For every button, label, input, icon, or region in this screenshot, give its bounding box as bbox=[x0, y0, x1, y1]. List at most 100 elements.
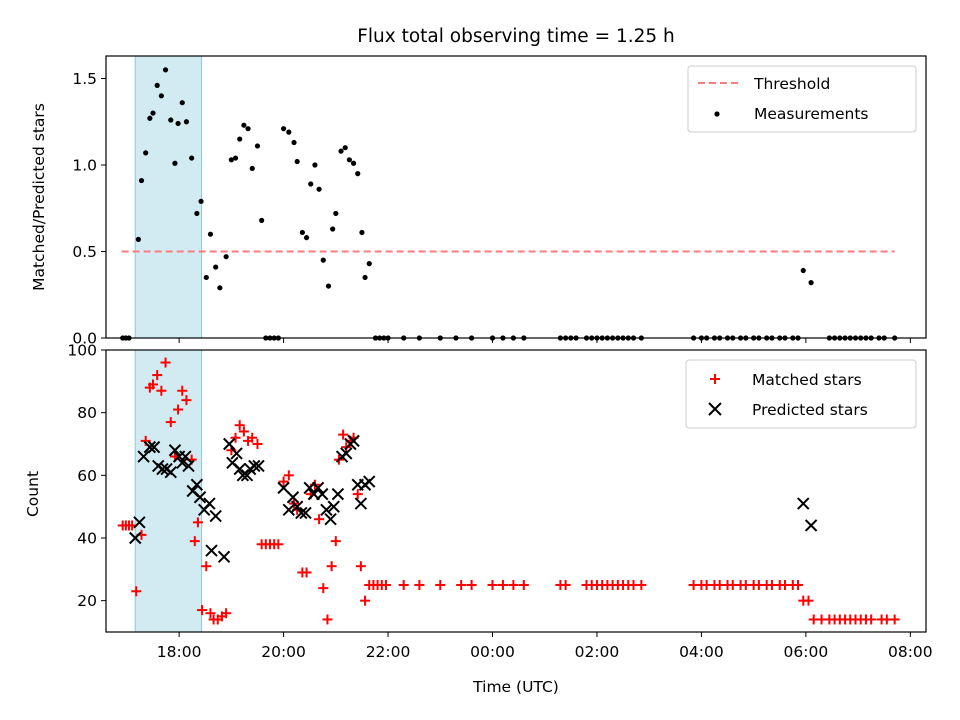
matched-star-point bbox=[165, 417, 176, 428]
predicted-star-point bbox=[277, 481, 290, 495]
matched-star-point bbox=[273, 539, 284, 550]
matched-star-point bbox=[456, 580, 467, 590]
x-tick-label: 18:00 bbox=[157, 643, 202, 661]
legend-threshold-label: Threshold bbox=[753, 75, 830, 93]
measurement-point bbox=[154, 82, 160, 89]
matched-star-point bbox=[238, 426, 249, 437]
legend-predicted-swatch bbox=[708, 402, 722, 416]
legend-measurements-label: Measurements bbox=[754, 105, 869, 123]
measurement-point bbox=[330, 226, 336, 232]
matched-star-point bbox=[314, 514, 325, 525]
measurement-point bbox=[312, 162, 318, 168]
matched-star-point bbox=[866, 614, 877, 625]
top-y-tick-label: 0.0 bbox=[72, 330, 97, 348]
matched-star-point bbox=[326, 561, 337, 572]
top-y-axis-label: Matched/Predicted stars bbox=[30, 103, 48, 291]
matched-star-point bbox=[197, 605, 208, 616]
matched-star-point bbox=[177, 385, 188, 396]
predicted-star-point bbox=[324, 512, 337, 526]
bottom-y-tick-label: 100 bbox=[67, 342, 97, 360]
measurement-point bbox=[175, 120, 181, 127]
x-tick-label: 02:00 bbox=[575, 643, 620, 661]
bottom-y-tick-label: 80 bbox=[77, 404, 97, 422]
measurement-point bbox=[241, 122, 247, 128]
top-legend-box bbox=[687, 65, 917, 133]
matched-star-point bbox=[205, 608, 216, 619]
measurement-point bbox=[355, 171, 361, 177]
measurement-point bbox=[320, 257, 326, 263]
matched-star-point bbox=[330, 536, 341, 547]
predicted-star-point bbox=[205, 544, 218, 557]
measurement-point bbox=[207, 231, 214, 237]
predicted-star-point bbox=[340, 447, 353, 460]
measurement-point bbox=[291, 139, 297, 146]
chart-title: Flux total observing time = 1.25 h bbox=[357, 26, 675, 47]
bottom-y-axis-label: Count bbox=[24, 471, 42, 517]
matched-star-point bbox=[793, 580, 804, 590]
predicted-star-point bbox=[147, 440, 161, 454]
matched-star-point bbox=[247, 432, 258, 443]
x-axis-label: Time (UTC) bbox=[472, 678, 559, 696]
predicted-star-point bbox=[299, 506, 312, 520]
predicted-star-point bbox=[316, 487, 329, 501]
bottom-plot-area bbox=[117, 350, 900, 632]
measurement-point bbox=[259, 217, 265, 223]
predicted-star-point bbox=[311, 481, 325, 495]
matched-star-point bbox=[201, 561, 212, 572]
measurement-point bbox=[183, 119, 190, 125]
measurement-point bbox=[245, 126, 251, 132]
bottom-axes-frame bbox=[105, 349, 927, 633]
matched-star-point bbox=[497, 580, 508, 590]
matched-star-point bbox=[355, 561, 366, 572]
predicted-star-point bbox=[248, 459, 261, 473]
predicted-star-point bbox=[182, 459, 195, 473]
matched-star-point bbox=[192, 517, 203, 528]
top-y-tick-label: 1.0 bbox=[72, 156, 97, 174]
predicted-star-point bbox=[230, 447, 243, 460]
matched-star-point bbox=[636, 580, 647, 590]
predicted-star-point bbox=[133, 516, 146, 529]
matched-star-point bbox=[278, 476, 289, 487]
measurement-point bbox=[194, 210, 200, 217]
predicted-star-point bbox=[156, 462, 169, 476]
predicted-star-point bbox=[295, 506, 308, 520]
top-y-tick-label: 0.5 bbox=[72, 243, 97, 261]
measurement-point bbox=[249, 165, 255, 172]
measurement-point bbox=[350, 160, 357, 166]
measurement-point bbox=[150, 110, 156, 116]
measurement-point bbox=[158, 93, 164, 99]
measurement-point bbox=[147, 115, 153, 121]
bottom-panel: 20 40 60 80 100 18:00 20:00 22:00 00:00 02:00 04:… bbox=[24, 342, 933, 697]
x-tick-label: 20:00 bbox=[261, 643, 306, 661]
top-highlight-span bbox=[135, 56, 202, 338]
bottom-y-tick-label: 20 bbox=[77, 592, 97, 610]
matched-star-point bbox=[189, 536, 200, 547]
measurement-point bbox=[237, 136, 243, 142]
measurement-point bbox=[338, 148, 344, 154]
predicted-star-point bbox=[331, 487, 345, 501]
measurement-point bbox=[189, 155, 195, 161]
matched-star-point bbox=[360, 595, 371, 606]
bottom-x-axis: 18:00 20:00 22:00 00:00 02:00 04:00 06:00 08:00 bbox=[157, 632, 933, 661]
measurement-point bbox=[316, 186, 322, 192]
measurement-point bbox=[168, 117, 174, 123]
predicted-star-point bbox=[190, 478, 204, 491]
top-x-ticks bbox=[178, 338, 911, 343]
x-tick-label: 22:00 bbox=[366, 643, 411, 661]
measurement-point bbox=[286, 129, 292, 135]
measurement-point bbox=[254, 143, 261, 149]
measurement-point bbox=[299, 229, 305, 236]
predicted-star-point bbox=[290, 500, 304, 513]
matched-star-point bbox=[252, 439, 263, 449]
matched-star-point bbox=[803, 595, 814, 606]
matched-star-point bbox=[398, 580, 409, 590]
legend-matched-label: Matched stars bbox=[752, 371, 862, 389]
matched-star-point bbox=[352, 489, 363, 500]
measurement-point bbox=[228, 157, 234, 163]
predicted-star-point bbox=[129, 531, 142, 545]
predicted-star-point bbox=[164, 465, 177, 479]
predicted-star-point bbox=[354, 497, 368, 510]
bottom-highlight-span bbox=[135, 350, 202, 632]
top-panel: 0.0 0.5 1.0 1.5 Matched/Predicted stars Thr… bbox=[30, 55, 927, 348]
